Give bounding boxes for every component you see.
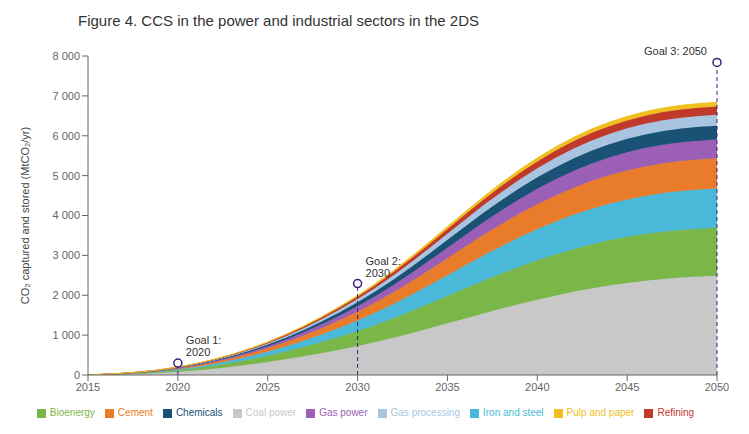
svg-text:4 000: 4 000 (52, 209, 80, 221)
svg-text:2015: 2015 (76, 381, 100, 393)
svg-text:2030: 2030 (345, 381, 369, 393)
svg-text:1 000: 1 000 (52, 329, 80, 341)
svg-text:Goal 3: 2050: Goal 3: 2050 (644, 45, 707, 57)
svg-text:6 000: 6 000 (52, 130, 80, 142)
html-text:Refining: Refining (657, 407, 695, 418)
svg-text:Goal 1:2020: Goal 1:2020 (186, 334, 221, 358)
html-text:Iron and steel: Iron and steel (483, 407, 544, 418)
svg-text:Goal 2:2030: Goal 2:2030 (366, 255, 401, 279)
svg-text:2045: 2045 (615, 381, 639, 393)
html-text:Figure 4. CCS in the power and: Figure 4. CCS in the power and industria… (78, 12, 479, 29)
svg-text:8 000: 8 000 (52, 50, 80, 62)
svg-text:2020: 2020 (166, 381, 190, 393)
svg-text:7 000: 7 000 (52, 90, 80, 102)
html-text:Gas processing: Gas processing (390, 407, 460, 418)
svg-text:2050: 2050 (705, 381, 729, 393)
svg-text:2025: 2025 (255, 381, 279, 393)
svg-text:0: 0 (74, 369, 80, 381)
svg-text:3 000: 3 000 (52, 249, 80, 261)
html-text:Cement: Cement (117, 407, 153, 418)
svg-text:2035: 2035 (435, 381, 459, 393)
html-text:Coal power: Coal power (245, 407, 297, 418)
html-text:Bioenergy: Bioenergy (49, 407, 95, 418)
html-text:Gas power: Gas power (319, 407, 368, 418)
svg-text:2 000: 2 000 (52, 289, 80, 301)
svg-text:CO₂ captured and stored (MtCO₂: CO₂ captured and stored (MtCO₂/yr) (19, 127, 31, 304)
svg-text:2040: 2040 (525, 381, 549, 393)
html-text:Pulp and paper: Pulp and paper (566, 407, 635, 418)
html-text:Chemicals: Chemicals (175, 407, 223, 418)
svg-text:5 000: 5 000 (52, 170, 80, 182)
